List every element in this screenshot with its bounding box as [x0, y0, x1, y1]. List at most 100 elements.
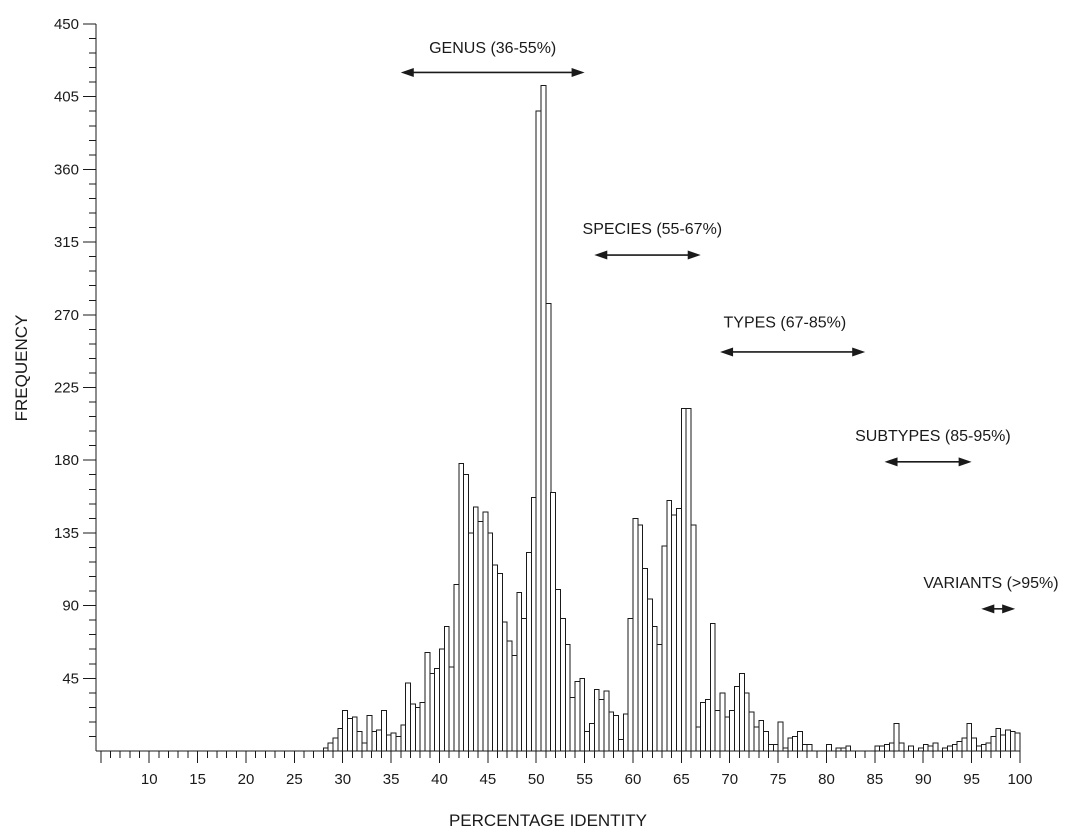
- range-annotation: SUBTYPES (85-95%): [855, 428, 1011, 467]
- histogram-bar: [516, 592, 523, 752]
- ticks-group: 10 15 20 25 30 35 40 45 50 55 60 65 70 75 80 85 90 95 100 4…: [54, 16, 1033, 788]
- histogram-bar: [922, 744, 929, 752]
- histogram-bar: [603, 690, 610, 752]
- histogram-bar: [956, 740, 963, 752]
- arrow-head-left: [594, 250, 608, 260]
- y-tick-label: 450: [54, 16, 79, 33]
- histogram-bar: [347, 718, 353, 752]
- histogram-bar: [458, 462, 465, 752]
- histogram-bar: [356, 731, 363, 752]
- range-annotation: TYPES (67-85%): [720, 315, 866, 357]
- x-tick-label: 55: [576, 771, 593, 788]
- y-tick-label: 45: [62, 670, 79, 687]
- histogram-bar: [796, 731, 803, 752]
- histogram-bar: [763, 731, 769, 752]
- histogram-bar: [777, 721, 784, 752]
- histogram-bar: [361, 742, 368, 752]
- histogram-bar: [893, 723, 900, 752]
- y-tick-label: 360: [54, 161, 79, 178]
- histogram-bar: [443, 626, 450, 752]
- range-annotation-label: GENUS (36-55%): [429, 40, 556, 57]
- histogram-bar: [380, 710, 387, 752]
- histogram-bar: [1000, 734, 1006, 752]
- histogram-bar: [845, 745, 852, 752]
- histogram-bar: [448, 666, 455, 752]
- histogram-bar: [337, 727, 344, 752]
- histogram-bar: [884, 744, 890, 752]
- histogram-bar: [613, 714, 619, 752]
- histogram-bar: [767, 744, 774, 752]
- histogram-bar: [792, 735, 798, 752]
- histogram-bar: [676, 508, 682, 752]
- histogram-bar: [719, 692, 726, 752]
- range-annotation-label: TYPES (67-85%): [724, 315, 847, 332]
- annotations-group: GENUS (36-55%) SPECIES (55-67%) TYPES (67-…: [400, 40, 1059, 614]
- y-tick-label: 405: [54, 89, 79, 106]
- histogram-bar: [980, 744, 987, 752]
- x-tick-label: 25: [286, 771, 303, 788]
- histogram-bar: [888, 742, 895, 752]
- histogram-bar: [569, 697, 576, 752]
- arrow-head-right: [571, 67, 585, 77]
- histogram-bar: [642, 567, 648, 752]
- histogram-bar: [390, 732, 397, 752]
- histogram-bar: [647, 598, 653, 752]
- x-tick-label: 70: [721, 771, 738, 788]
- histogram-bar: [729, 710, 736, 752]
- histogram-bar: [695, 726, 702, 752]
- arrow-head-left: [884, 457, 898, 467]
- x-tick-label: 10: [141, 771, 158, 788]
- histogram-bar: [995, 727, 1002, 752]
- histogram-bar: [961, 737, 968, 752]
- range-annotation: VARIANTS (>95%): [923, 575, 1059, 614]
- histogram-bar: [700, 702, 707, 752]
- x-tick-label: 90: [915, 771, 932, 788]
- histogram-bar: [656, 643, 663, 752]
- histogram-bar: [511, 655, 518, 752]
- histogram-bar: [550, 492, 557, 752]
- x-tick-label: 80: [818, 771, 835, 788]
- histogram-bar: [487, 532, 494, 752]
- histogram-bar: [990, 735, 997, 752]
- histogram-bar: [545, 302, 552, 752]
- histogram-bar: [327, 742, 334, 752]
- histogram-bar: [748, 711, 755, 752]
- histogram-bar: [908, 745, 915, 752]
- histogram-bar: [951, 744, 958, 752]
- histogram-bar: [424, 651, 431, 752]
- x-tick-label: 45: [480, 771, 497, 788]
- histogram-bar: [1009, 731, 1016, 752]
- histogram-bar: [419, 702, 426, 752]
- histogram-bar: [555, 588, 561, 752]
- histogram-bar: [453, 584, 460, 752]
- histogram-bar: [661, 545, 668, 752]
- histogram-bar: [874, 745, 881, 752]
- histogram-bar: [714, 710, 721, 752]
- histogram-bar: [806, 744, 813, 752]
- x-tick-label: 50: [528, 771, 545, 788]
- range-annotation-label: SPECIES (55-67%): [583, 221, 723, 238]
- histogram-bar: [772, 744, 779, 752]
- histogram-bar: [927, 745, 934, 752]
- histogram-bar: [738, 672, 745, 752]
- histogram-bar: [332, 737, 339, 752]
- histogram-bar: [787, 737, 794, 752]
- histogram-bar: [526, 551, 532, 752]
- histogram-bar: [898, 742, 905, 752]
- histogram-bar: [395, 735, 402, 752]
- arrow-head-right: [958, 457, 972, 467]
- histogram-bar: [985, 742, 992, 752]
- histogram-bar: [530, 496, 537, 752]
- histogram-bar: [666, 500, 673, 752]
- histogram-bar: [409, 703, 416, 752]
- y-tick-label: 270: [54, 307, 79, 324]
- histogram-bar: [351, 716, 358, 752]
- x-tick-label: 85: [867, 771, 884, 788]
- y-axis-title: FREQUENCY: [12, 315, 31, 422]
- range-annotation-label: SUBTYPES (85-95%): [855, 428, 1011, 445]
- histogram-bar: [608, 711, 615, 752]
- histogram-bar: [627, 618, 634, 752]
- histogram-bar: [463, 474, 470, 752]
- x-axis-title: PERCENTAGE IDENTITY: [449, 811, 647, 830]
